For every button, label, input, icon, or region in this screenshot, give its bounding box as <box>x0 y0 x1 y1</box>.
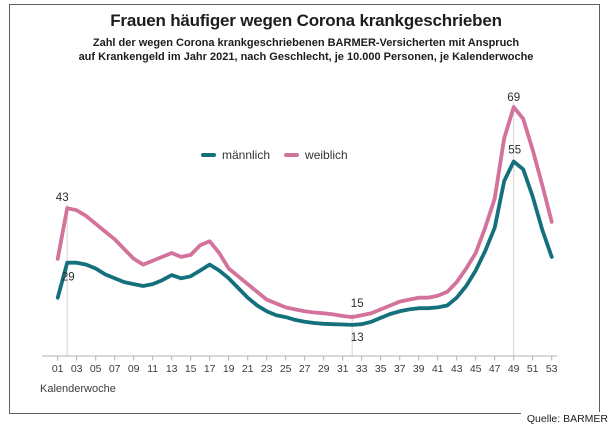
chart-card <box>9 4 600 414</box>
source-label: Quelle: BARMER <box>520 412 610 427</box>
legend-item-weiblich: weiblich <box>284 148 348 162</box>
x-axis-title: Kalenderwoche <box>40 383 116 395</box>
subtitle-line-1: Zahl der wegen Corona krankgeschriebenen… <box>92 37 520 49</box>
subtitle-line-2: auf Krankengeld im Jahr 2021, nach Gesch… <box>78 50 534 63</box>
maennlich-line-swatch-icon <box>201 153 216 157</box>
chart-subtitle: Zahl der wegen Corona krankgeschriebenen… <box>10 37 602 64</box>
weiblich-line-swatch-icon <box>284 153 300 157</box>
chart-title: Frauen häufiger wegen Corona krankgeschr… <box>110 11 502 30</box>
legend-label-weiblich: weiblich <box>305 148 348 162</box>
chart-legend: männlich weiblich <box>201 148 348 162</box>
legend-item-maennlich: männlich <box>201 148 270 162</box>
legend-label-maennlich: männlich <box>222 148 271 162</box>
